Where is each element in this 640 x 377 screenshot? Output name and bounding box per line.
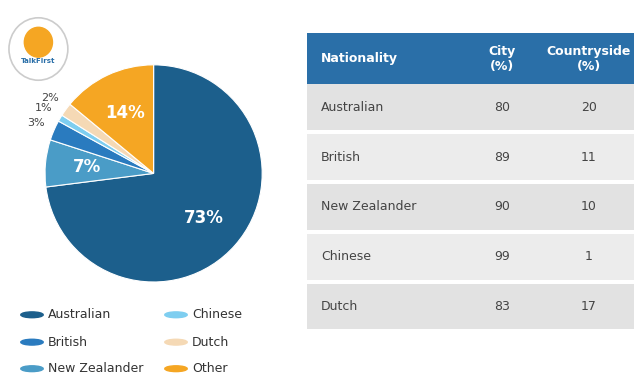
Text: 11: 11 (580, 150, 596, 164)
Text: Dutch: Dutch (192, 336, 229, 349)
Circle shape (20, 366, 44, 372)
Text: New Zealander: New Zealander (48, 362, 143, 375)
Wedge shape (46, 65, 262, 282)
Wedge shape (70, 65, 154, 173)
FancyBboxPatch shape (307, 134, 634, 180)
Text: Dutch: Dutch (321, 300, 358, 313)
Wedge shape (62, 104, 154, 173)
Text: Nationality: Nationality (321, 52, 398, 65)
Text: Chinese: Chinese (192, 308, 242, 321)
Text: 7%: 7% (72, 158, 100, 176)
Circle shape (20, 312, 44, 318)
Text: 10: 10 (580, 200, 596, 213)
Circle shape (165, 312, 188, 318)
Text: 3%: 3% (28, 118, 45, 127)
Circle shape (165, 339, 188, 345)
FancyBboxPatch shape (307, 284, 634, 329)
Text: 90: 90 (494, 200, 510, 213)
Text: British: British (321, 150, 361, 164)
Text: 73%: 73% (184, 209, 224, 227)
Text: 89: 89 (494, 150, 510, 164)
Text: 1: 1 (585, 250, 593, 263)
Wedge shape (51, 121, 154, 173)
Text: 17: 17 (580, 300, 596, 313)
Circle shape (165, 366, 188, 372)
Text: 1%: 1% (35, 103, 52, 113)
Text: 83: 83 (494, 300, 510, 313)
Text: Countryside
(%): Countryside (%) (547, 45, 631, 73)
Circle shape (9, 18, 68, 80)
Text: British: British (48, 336, 88, 349)
Text: Australian: Australian (48, 308, 111, 321)
Text: Australian: Australian (321, 101, 384, 114)
Text: 2%: 2% (41, 93, 59, 103)
Circle shape (24, 27, 52, 57)
Text: TalkFirst: TalkFirst (21, 58, 56, 64)
Text: 14%: 14% (105, 104, 145, 121)
Circle shape (20, 339, 44, 345)
Text: 99: 99 (494, 250, 510, 263)
FancyBboxPatch shape (307, 184, 634, 230)
FancyBboxPatch shape (307, 84, 634, 130)
FancyBboxPatch shape (307, 234, 634, 279)
Text: 80: 80 (494, 101, 510, 114)
Text: New Zealander: New Zealander (321, 200, 416, 213)
Text: Chinese: Chinese (321, 250, 371, 263)
Wedge shape (58, 115, 154, 173)
Text: Other: Other (192, 362, 227, 375)
Text: City
(%): City (%) (488, 45, 516, 73)
FancyBboxPatch shape (307, 33, 634, 84)
Text: 20: 20 (580, 101, 596, 114)
Wedge shape (45, 140, 154, 187)
